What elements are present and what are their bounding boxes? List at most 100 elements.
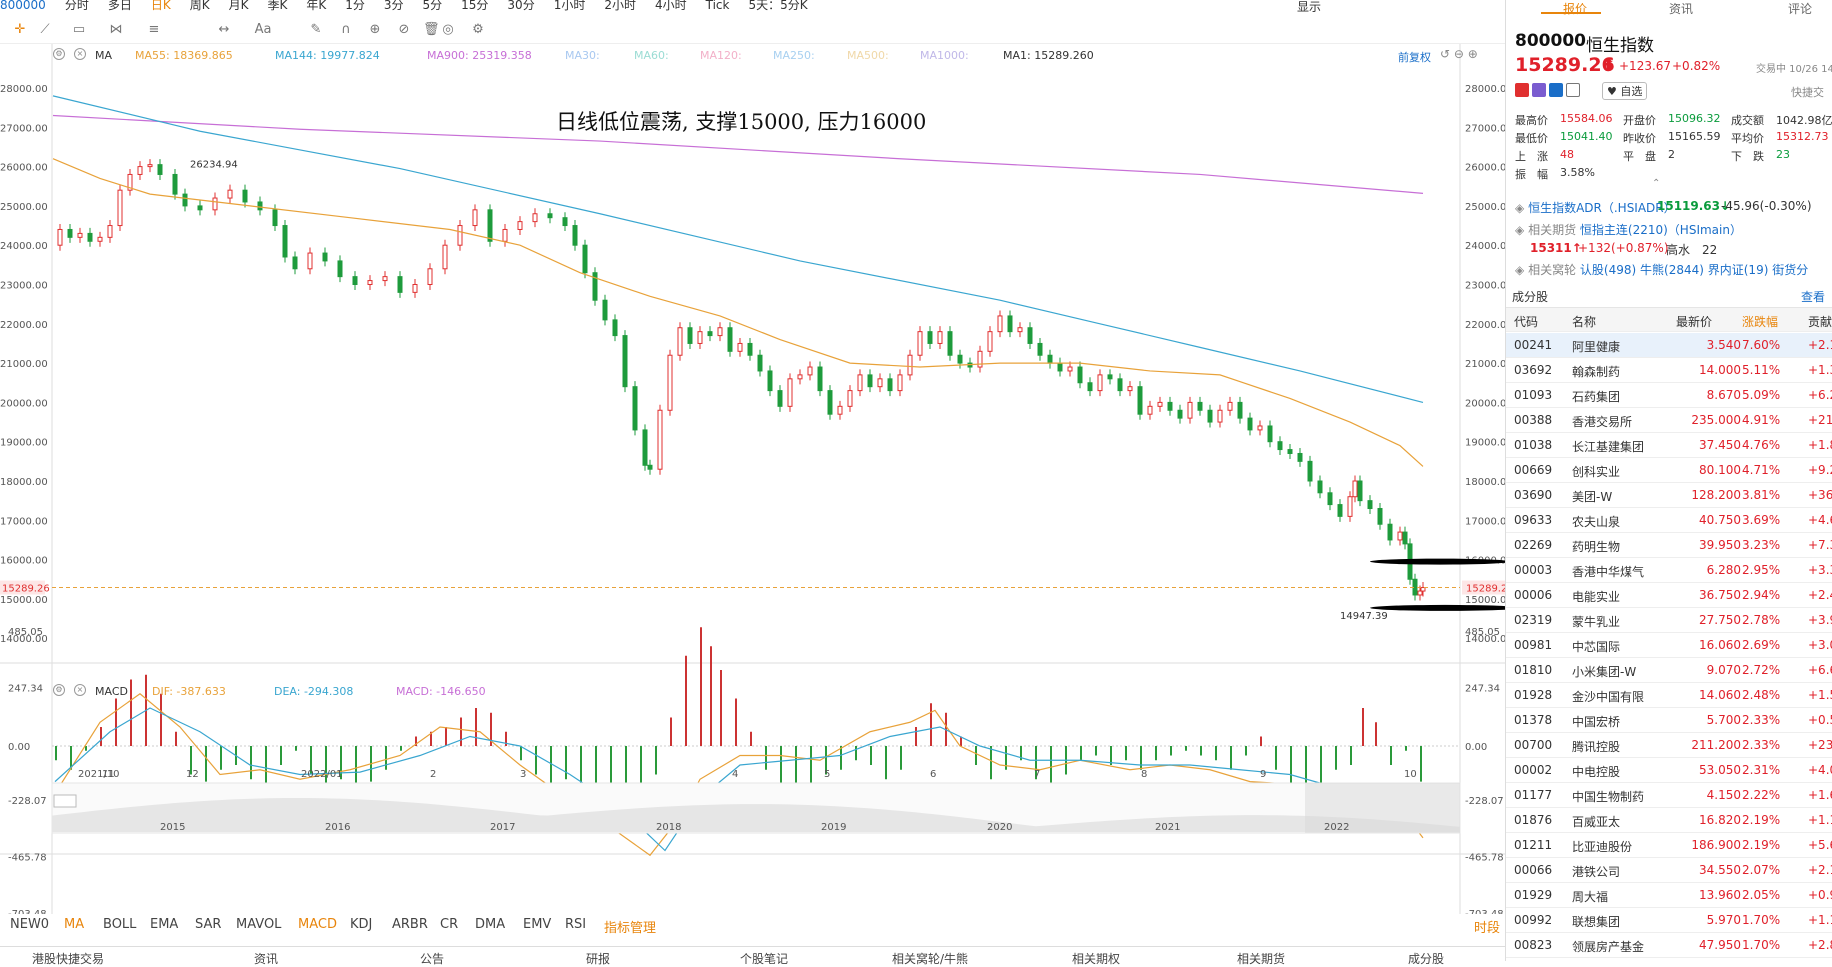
indicator-tab[interactable]: NEW0 (10, 917, 50, 932)
indicator-tab[interactable]: DMA (475, 917, 506, 932)
ma-legend-item[interactable]: MA250: (773, 49, 815, 62)
eye-icon[interactable]: ◎ (442, 22, 454, 37)
col-contribution[interactable]: 贡献 (1808, 315, 1832, 329)
indicator-tab[interactable]: CR (440, 917, 459, 932)
ma-legend-item[interactable]: MA900: 25319.358 (427, 49, 532, 62)
timeframe-11[interactable]: 15分 (461, 0, 489, 12)
timeframe-10[interactable]: 5分 (422, 0, 443, 12)
col-name[interactable]: 名称 (1572, 315, 1597, 329)
timeframe-15[interactable]: 4小时 (654, 0, 687, 12)
settings-icon[interactable]: ⚙ (472, 22, 484, 37)
warrants-street[interactable]: 街货分 (1772, 263, 1809, 277)
crosshair-icon[interactable]: ✛ (14, 22, 26, 37)
kline-chart[interactable]: 28000.00 28000.00 27000.00 27000.00 26000.00… (0, 44, 1505, 914)
close-icon[interactable]: × (74, 48, 86, 60)
futures-name[interactable]: 恒指主连(2210)（HSImain） (1579, 223, 1742, 237)
indicator-tab[interactable]: MACD (298, 917, 337, 932)
indicator-tab[interactable]: RSI (565, 917, 587, 932)
indicator-tab[interactable]: ARBR (392, 917, 428, 932)
pattern-tool-icon[interactable]: ⋈ (109, 22, 123, 37)
chart-control-icons[interactable]: ↺ ⊖ ⊕ (1440, 47, 1478, 61)
collapse-icon[interactable]: ⌃ (1652, 178, 1661, 189)
tab-comments[interactable]: 评论 (1788, 2, 1813, 16)
ma-legend-item[interactable]: MA30: (565, 49, 600, 62)
timeframe-7[interactable]: 年K (306, 0, 327, 12)
warrants-cbbc[interactable]: 牛熊(2844) (1640, 263, 1704, 277)
ma-legend-item[interactable]: MA55: 18369.865 (135, 49, 233, 62)
timeframe-5[interactable]: 月K (228, 0, 249, 12)
bottom-tab[interactable]: 港股快捷交易 (32, 952, 105, 966)
indicator-tab[interactable]: MA (64, 917, 85, 932)
view-all-link[interactable]: 查看 (1801, 290, 1826, 304)
line-tool-icon[interactable]: ⟋ (40, 22, 50, 37)
adr-name[interactable]: 恒生指数ADR（.HSIADR） (1528, 201, 1676, 215)
arrow-tool-icon[interactable]: ↔ (218, 22, 230, 37)
note-icon[interactable]: ✎ (310, 22, 322, 37)
ma-legend-item[interactable]: MA1000: (920, 49, 969, 62)
lock-icon[interactable]: ⊕ (369, 22, 381, 37)
settings-icon[interactable]: ⚙ (53, 48, 65, 60)
timeframe-1[interactable]: 分时 (64, 0, 89, 12)
col-price[interactable]: 最新价 (1676, 315, 1713, 329)
fib-tool-icon[interactable]: ≡ (148, 22, 160, 37)
period-button[interactable]: 时段 (1474, 921, 1501, 936)
text-tool-icon[interactable]: Aa (254, 22, 272, 37)
timeframe-0[interactable]: 800000 (0, 0, 46, 12)
adjust-label[interactable]: 前复权 (1398, 51, 1431, 64)
timeframe-2[interactable]: 多日 (107, 0, 132, 12)
timeframe-14[interactable]: 2小时 (604, 0, 636, 12)
watchlist-button[interactable]: ♥ 自选 (1602, 82, 1648, 100)
bottom-tab[interactable]: 相关窝轮/牛熊 (892, 952, 969, 966)
ma-legend-item[interactable]: MA60: (634, 49, 669, 62)
indicator-tab[interactable]: 指标管理 (604, 921, 657, 936)
bottom-tab[interactable]: 个股笔记 (740, 952, 789, 966)
indicator-tab[interactable]: KDJ (350, 917, 373, 932)
settings-icon[interactable]: ⚙ (53, 684, 65, 696)
timeframe-9[interactable]: 3分 (383, 0, 404, 12)
ma-legend-item[interactable]: MA120: (700, 49, 742, 62)
bottom-tab[interactable]: 公告 (420, 952, 445, 966)
timeframe-17[interactable]: 5天：5分K (748, 0, 808, 12)
ma-legend-item[interactable]: MA500: (847, 49, 889, 62)
trash-icon[interactable]: 🗑 (423, 22, 440, 37)
timeframe-3[interactable]: 日K (150, 0, 171, 12)
timeframe-8[interactable]: 1分 (345, 0, 365, 12)
bottom-tab[interactable]: 成分股 (1408, 952, 1445, 966)
indicator-tab[interactable]: EMV (523, 917, 552, 932)
indicator-tab[interactable]: BOLL (103, 917, 137, 932)
bottom-tab[interactable]: 相关期权 (1072, 952, 1121, 966)
timeframe-6[interactable]: 季K (267, 0, 288, 12)
bottom-tab[interactable]: 资讯 (254, 952, 279, 966)
warrants-call[interactable]: 认股(498) (1579, 263, 1637, 277)
indicator-tab[interactable]: EMA (150, 917, 179, 932)
tab-news[interactable]: 资讯 (1669, 2, 1694, 16)
bottom-tab[interactable]: 相关期货 (1237, 952, 1286, 966)
magnet-icon[interactable]: ∩ (341, 22, 351, 37)
indicator-tab[interactable]: SAR (195, 917, 222, 932)
col-code[interactable]: 代码 (1514, 315, 1539, 329)
hide-icon[interactable]: ⊘ (398, 22, 410, 37)
timeframe-12[interactable]: 30分 (507, 0, 535, 12)
warrants-inline[interactable]: 界内证(19) (1707, 263, 1769, 277)
timeframe-16[interactable]: Tick (705, 0, 730, 12)
